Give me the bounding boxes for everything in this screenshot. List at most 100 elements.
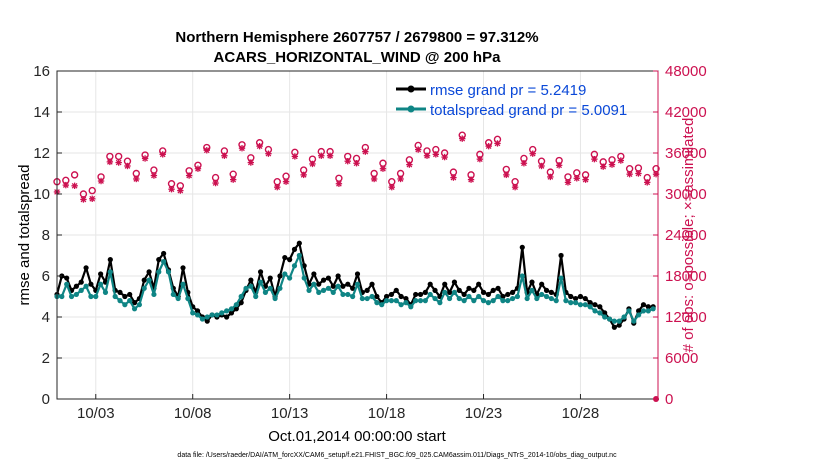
series-point-totalspread	[597, 310, 602, 315]
obs-assimilated-marker	[574, 175, 580, 181]
series-point-rmse	[423, 290, 428, 295]
series-point-totalspread	[520, 273, 525, 278]
obs-assimilated-marker	[441, 154, 447, 160]
series-point-rmse	[428, 282, 433, 287]
obs-assimilated-marker	[521, 160, 527, 166]
series-point-rmse	[374, 294, 379, 299]
series-point-rmse	[558, 253, 563, 258]
series-point-rmse	[311, 271, 316, 276]
obs-assimilated-marker	[124, 163, 130, 169]
series-point-totalspread	[93, 294, 98, 299]
series-point-totalspread	[573, 300, 578, 305]
series-point-rmse	[326, 275, 331, 280]
series-point-totalspread	[224, 308, 229, 313]
obs-assimilated-marker	[565, 179, 571, 185]
series-point-rmse	[355, 271, 360, 276]
series-point-totalspread	[515, 294, 520, 299]
series-point-rmse	[282, 255, 287, 260]
obs-assimilated-marker	[450, 174, 456, 180]
series-point-totalspread	[263, 290, 268, 295]
series-point-rmse	[491, 288, 496, 293]
series-point-totalspread	[563, 298, 568, 303]
series-point-totalspread	[151, 292, 156, 297]
series-point-rmse	[146, 269, 151, 274]
series-point-totalspread	[64, 282, 69, 287]
series-point-totalspread	[190, 310, 195, 315]
y-tick-label-right: 0	[665, 391, 673, 408]
x-tick-label: 10/13	[271, 405, 309, 422]
legend-marker-totalspread	[408, 106, 415, 113]
series-point-totalspread	[408, 304, 413, 309]
obs-assimilated-marker	[547, 174, 553, 180]
series-point-rmse	[74, 284, 79, 289]
series-point-totalspread	[171, 292, 176, 297]
series-point-totalspread	[413, 298, 418, 303]
series-point-rmse	[369, 282, 374, 287]
series-point-totalspread	[79, 288, 84, 293]
x-tick-label: 10/28	[562, 405, 600, 422]
series-point-rmse	[442, 282, 447, 287]
series-point-rmse	[394, 288, 399, 293]
series-point-totalspread	[558, 275, 563, 280]
obs-assimilated-marker	[80, 196, 86, 202]
series-point-totalspread	[161, 259, 166, 264]
obs-assimilated-marker	[230, 176, 236, 182]
series-point-totalspread	[471, 298, 476, 303]
series-point-totalspread	[205, 314, 210, 319]
series-point-totalspread	[311, 282, 316, 287]
x-tick-label: 10/03	[77, 405, 115, 422]
legend-label-totalspread: totalspread grand pr = 5.0091	[430, 102, 627, 119]
obs-assimilated-marker	[248, 159, 254, 165]
obs-assimilated-marker	[397, 176, 403, 182]
series-point-rmse	[583, 296, 588, 301]
obs-assimilated-marker	[318, 153, 324, 159]
series-point-totalspread	[258, 280, 263, 285]
series-point-totalspread	[137, 302, 142, 307]
obs-assimilated-marker	[89, 196, 95, 202]
series-point-totalspread	[651, 306, 656, 311]
obs-assimilated-marker	[133, 176, 139, 182]
obs-assimilated-marker	[371, 176, 377, 182]
series-point-totalspread	[432, 296, 437, 301]
x-tick-label: 10/23	[465, 405, 503, 422]
series-point-rmse	[336, 273, 341, 278]
series-point-rmse	[578, 294, 583, 299]
x-tick-label: 10/18	[368, 405, 406, 422]
obs-assimilated-marker	[389, 184, 395, 190]
series-point-totalspread	[122, 302, 127, 307]
series-point-totalspread	[166, 269, 171, 274]
obs-assimilated-marker	[477, 156, 483, 162]
series-point-totalspread	[146, 278, 151, 283]
series-point-totalspread	[234, 302, 239, 307]
series-point-totalspread	[481, 298, 486, 303]
series-point-rmse	[83, 265, 88, 270]
series-point-totalspread	[384, 298, 389, 303]
series-point-rmse	[108, 257, 113, 262]
series-point-totalspread	[360, 296, 365, 301]
series-point-totalspread	[195, 312, 200, 317]
series-point-totalspread	[355, 282, 360, 287]
series-point-totalspread	[374, 300, 379, 305]
obs-assimilated-marker	[115, 159, 121, 165]
series-point-totalspread	[583, 302, 588, 307]
obs-assimilated-marker	[618, 157, 624, 163]
series-point-rmse	[180, 265, 185, 270]
series-point-rmse	[316, 282, 321, 287]
series-point-totalspread	[626, 308, 631, 313]
y-axis-label-left: rmse and totalspread	[16, 165, 33, 306]
series-point-totalspread	[544, 294, 549, 299]
series-point-totalspread	[549, 296, 554, 301]
series-point-rmse	[297, 241, 302, 246]
obs-assimilated-marker	[283, 179, 289, 185]
series-point-rmse	[612, 325, 617, 330]
series-point-rmse	[161, 251, 166, 256]
legend-label-rmse: rmse grand pr = 5.2419	[430, 82, 586, 99]
series-point-totalspread	[209, 312, 214, 317]
series-point-totalspread	[214, 312, 219, 317]
series-point-totalspread	[306, 288, 311, 293]
series-point-rmse	[452, 280, 457, 285]
series-point-totalspread	[486, 300, 491, 305]
obs-assimilated-marker	[406, 161, 412, 167]
series-point-rmse	[389, 292, 394, 297]
